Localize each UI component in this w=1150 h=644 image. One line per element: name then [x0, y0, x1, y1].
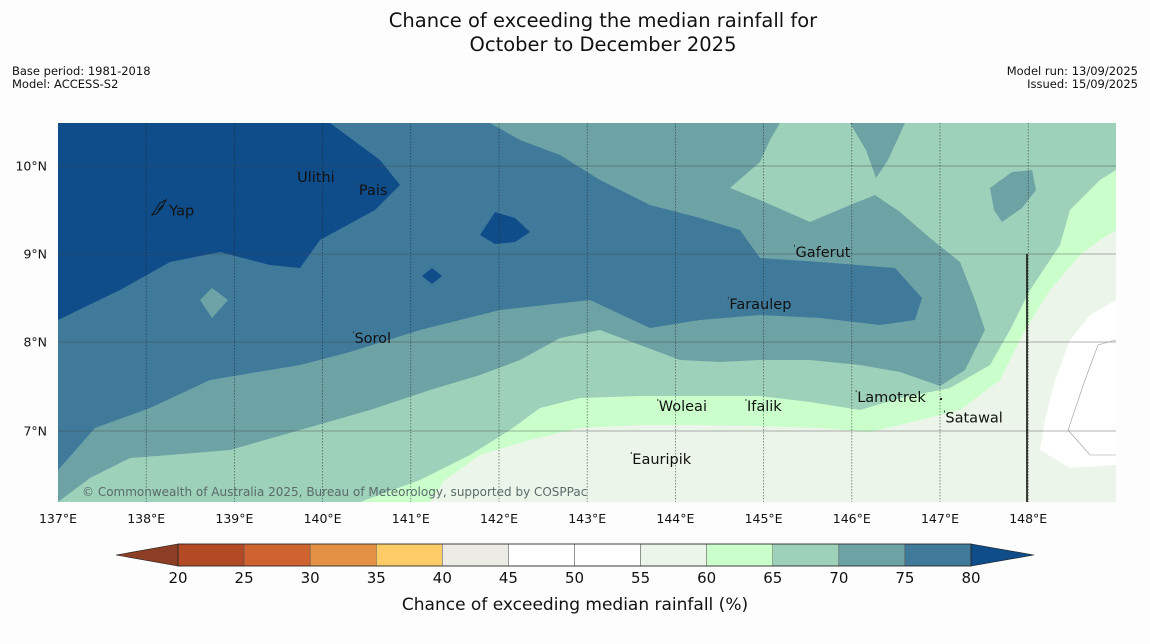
- yap-island-outline: [150, 198, 168, 216]
- colorbar-bin: [309, 543, 377, 567]
- lon-tick-label: 148°E: [1009, 511, 1047, 526]
- place-label: Gaferut: [795, 245, 850, 261]
- colorbar-tick-label: 45: [499, 569, 518, 587]
- place-label: Yap: [168, 203, 194, 219]
- colorbar-bin: [177, 543, 245, 567]
- lon-tick-label: 138°E: [127, 511, 165, 526]
- colorbar-bin: [508, 543, 575, 567]
- lon-tick-label: 147°E: [921, 511, 959, 526]
- colorbar-title: Chance of exceeding median rainfall (%): [402, 595, 748, 615]
- place-marker: [295, 169, 297, 172]
- place-marker: [745, 399, 747, 402]
- colorbar-tick-label: 55: [631, 569, 650, 587]
- lon-tick-label: 143°E: [568, 511, 606, 526]
- patch-80-center: [480, 212, 530, 244]
- colorbar-tick-label: 35: [367, 569, 386, 587]
- colorbar-tick-label: 20: [168, 569, 187, 587]
- place-marker: [630, 451, 632, 454]
- lat-tick-label: 10°N: [15, 159, 47, 174]
- colorbar-bin: [772, 543, 840, 567]
- model-run-text: Model run: 13/09/2025: [1006, 64, 1138, 78]
- place-label: Satawal: [945, 411, 1002, 427]
- contour-55-60: [58, 230, 1116, 502]
- lon-tick-label: 137°E: [39, 511, 77, 526]
- model-text: Model: ACCESS-S2: [12, 77, 119, 91]
- colorbar-frame: [177, 543, 972, 567]
- colorbar-tick-label: 75: [895, 569, 914, 587]
- place-marker: [943, 410, 945, 413]
- info-left: Base period: 1981-2018 Model: ACCESS-S2: [12, 65, 151, 91]
- patch-70-north-spike: [850, 123, 905, 178]
- issued-text: Issued: 15/09/2025: [1027, 77, 1138, 91]
- colorbar-tick-label: 60: [697, 569, 716, 587]
- place-marker: [855, 390, 857, 393]
- place-label: Eauripik: [632, 452, 691, 468]
- place-label: Pais: [359, 183, 388, 199]
- lon-gridlines: [145, 123, 1029, 502]
- place-label: Faraulep: [729, 297, 791, 313]
- lon-tick-label: 142°E: [480, 511, 518, 526]
- colorbar-bin: [376, 543, 443, 567]
- colorbar-bin: [706, 543, 774, 567]
- place-marker: [793, 244, 795, 247]
- rainfall-contours: [58, 123, 1116, 502]
- title-line-1: Chance of exceeding the median rainfall …: [388, 9, 818, 32]
- lat-tick-label: 9°N: [23, 247, 47, 262]
- patch-70-west: [200, 288, 228, 318]
- islet-marker: [940, 398, 942, 400]
- colorbar-tick-label: 40: [433, 569, 452, 587]
- colorbar-under-triangle: [115, 543, 179, 567]
- colorbar-tick-label: 25: [235, 569, 254, 587]
- place-label: Ifalik: [747, 399, 782, 415]
- lon-tick-labels: 137°E 138°E 139°E 140°E 141°E 142°E 143°E 144°E…: [39, 511, 1047, 526]
- lon-tick-label: 144°E: [656, 511, 694, 526]
- lon-tick-label: 139°E: [215, 511, 253, 526]
- colorbar-tick-label: 65: [763, 569, 782, 587]
- place-marker: [357, 183, 359, 186]
- lon-tick-label: 146°E: [833, 511, 871, 526]
- info-right: Model run: 13/09/2025 Issued: 15/09/2025: [1007, 65, 1138, 91]
- lat-tick-labels: 10°N 9°N 8°N 7°N: [15, 159, 47, 439]
- colorbar: 20 25 30 35 40 45 50 55 60 65 70 75 80 Chance of exc…: [115, 543, 1035, 615]
- lat-tick-label: 7°N: [23, 424, 47, 439]
- colorbar-bin: [838, 543, 906, 567]
- colorbar-bin: [243, 543, 311, 567]
- colorbar-tick-label: 70: [829, 569, 848, 587]
- base-period-text: Base period: 1981-2018: [12, 64, 151, 78]
- place-label: Ulithi: [297, 170, 335, 186]
- contour-60-65: [58, 170, 1116, 502]
- colorbar-tick-label: 50: [565, 569, 584, 587]
- lat-tick-label: 8°N: [23, 335, 47, 350]
- lon-tick-label: 140°E: [304, 511, 342, 526]
- place-marker: [352, 331, 354, 334]
- title-line-2: October to December 2025: [469, 33, 737, 56]
- places-layer: Yap Ulithi Pais Gaferut Faraulep Sorol Lamotre…: [167, 169, 1003, 468]
- colorbar-bin: [904, 543, 972, 567]
- colorbar-bin: [442, 543, 509, 567]
- patch-80-west: [58, 123, 400, 320]
- outline-east: [1067, 339, 1116, 456]
- contour-65-70: [58, 123, 1116, 502]
- colorbar-tick-label: 80: [961, 569, 980, 587]
- colorbar-bin: [574, 543, 641, 567]
- place-marker: [657, 399, 659, 402]
- lon-tick-label: 145°E: [745, 511, 783, 526]
- lon-tick-label: 141°E: [392, 511, 430, 526]
- copyright-text: © Commonwealth of Australia 2025, Bureau…: [82, 485, 587, 499]
- colorbar-over-triangle: [970, 543, 1035, 567]
- patch-70-east: [990, 170, 1036, 222]
- colorbar-bin: [640, 543, 707, 567]
- place-label: Sorol: [354, 331, 391, 347]
- patch-80-small: [422, 268, 442, 284]
- place-marker: [727, 296, 729, 299]
- place-marker: [167, 203, 169, 206]
- chart-title: Chance of exceeding the median rainfall …: [0, 9, 1150, 57]
- patch-75-north: [710, 123, 730, 128]
- colorbar-tick-label: 30: [301, 569, 320, 587]
- place-label: Woleai: [659, 399, 707, 415]
- place-label: Lamotrek: [857, 390, 926, 406]
